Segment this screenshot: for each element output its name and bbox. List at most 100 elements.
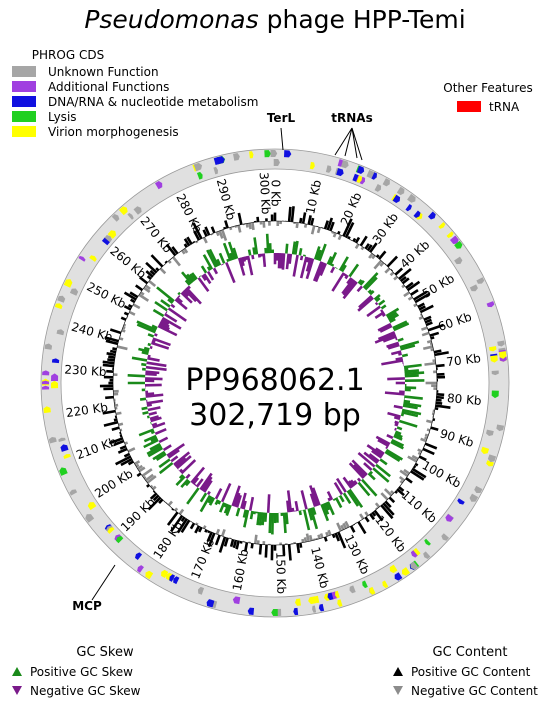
gc-skew-bar [402, 404, 418, 410]
cds [362, 580, 368, 589]
gc-content-bar [138, 466, 146, 473]
ring-label: 270 Kb [137, 214, 174, 256]
accession: PP968062.1 [185, 363, 364, 398]
cds [48, 437, 57, 443]
gc-skew-bar [281, 253, 286, 270]
cds [497, 340, 505, 347]
gc-skew-bar [401, 353, 409, 358]
gc-skew-bar [393, 415, 401, 421]
gc-content-bar [138, 293, 150, 302]
cds [173, 576, 180, 585]
gc-content-bar [235, 540, 240, 550]
ring-edge [60, 168, 490, 598]
gc-skew-bar [385, 445, 389, 450]
gc-content-bar [383, 488, 393, 497]
cds [498, 351, 507, 359]
gc-content-bar [413, 465, 417, 469]
gc-content-bar [195, 522, 199, 526]
gc-content-bar [122, 326, 126, 330]
cds [356, 175, 362, 184]
gc-skew-bar [186, 487, 200, 505]
cds [63, 279, 73, 288]
gc-skew-bar [199, 494, 212, 513]
gc-content-bar [119, 445, 127, 450]
gc-content-bar [181, 249, 186, 255]
gc-skew-bar [307, 508, 314, 521]
gc-content-bar [135, 463, 140, 468]
gc-content-bar [115, 411, 122, 416]
gc-content-bar [174, 507, 179, 512]
cds [107, 230, 117, 239]
gc-skew-bar [400, 344, 416, 351]
title-rest: phage HPP-Temi [267, 5, 466, 34]
gc-content-bar [394, 490, 398, 494]
gc-content-bar [374, 502, 381, 508]
gc-content-bar [424, 436, 428, 440]
gc-skew-bar [184, 279, 191, 286]
gc-content-bar [424, 318, 432, 324]
gc-skew-bar [266, 494, 271, 513]
gc-skew-bar [150, 341, 170, 350]
gc-content-bar [248, 222, 252, 230]
gc-content-bar [337, 531, 347, 549]
gc-content-bar [214, 534, 221, 546]
cds [69, 288, 79, 296]
gc-skew-bar [377, 322, 392, 332]
legend-swatch [12, 66, 36, 77]
gc-skew-bar [147, 406, 161, 412]
gc-content-bar [183, 238, 191, 247]
gc-skew-bar [384, 391, 405, 396]
gc-content-bar [401, 277, 410, 285]
gc-skew-bar [326, 501, 335, 516]
gc-skew-bar [240, 257, 245, 267]
gc-skew-bar [202, 254, 214, 270]
gc-skew-bar [387, 377, 405, 381]
gc-content-bar [105, 395, 114, 400]
gc-skew-bar [330, 266, 336, 274]
cds [449, 235, 459, 245]
gc-skew-bar [138, 428, 155, 437]
gc-skew-bar [242, 256, 246, 262]
gc-skew-bar [165, 311, 168, 314]
gc-skew-bar [344, 274, 349, 280]
gc-content-bar [159, 267, 167, 275]
gc-content-bar [410, 470, 425, 481]
cds [249, 151, 254, 159]
gc-skew-bar [212, 267, 219, 275]
gc-content-bar [417, 451, 422, 456]
gc-skew-bar [348, 488, 364, 509]
cds [389, 564, 398, 574]
annotation: MCP [72, 599, 102, 613]
cds [133, 206, 142, 215]
gc-skew-bar [374, 311, 385, 319]
ring-label: 200 Kb [92, 466, 135, 500]
gc-skew-bar [146, 403, 152, 407]
gc-content-bar [232, 539, 238, 549]
gc-skew-bar [145, 365, 167, 371]
gc-content-bar [434, 351, 449, 357]
gc-skew-bar [182, 290, 190, 298]
legend-title: GC Skew [76, 645, 134, 660]
gc-skew-bar [361, 478, 378, 497]
gc-skew-bar [395, 337, 398, 341]
cds [56, 329, 65, 336]
gc-skew-bar [150, 430, 155, 435]
gc-skew-bar [305, 258, 315, 280]
gc-content-bar [425, 321, 433, 327]
gc-content-bar [221, 229, 228, 242]
gc-skew-bar [401, 408, 422, 416]
gc-skew-bar [294, 240, 299, 255]
cds [356, 165, 365, 174]
gc-skew-bar [199, 492, 208, 503]
legend-marker [12, 686, 22, 695]
gc-skew-bar [190, 466, 206, 484]
ring-label: 110 Kb [399, 488, 440, 526]
cds [271, 608, 278, 616]
gc-content-bar [359, 235, 368, 247]
gc-content-bar [384, 500, 392, 509]
gc-skew-bar [357, 279, 363, 285]
gc-skew-bar [349, 479, 357, 487]
legend-marker [12, 667, 22, 676]
gc-skew-bar [152, 308, 165, 318]
gc-skew-bar [151, 339, 156, 344]
